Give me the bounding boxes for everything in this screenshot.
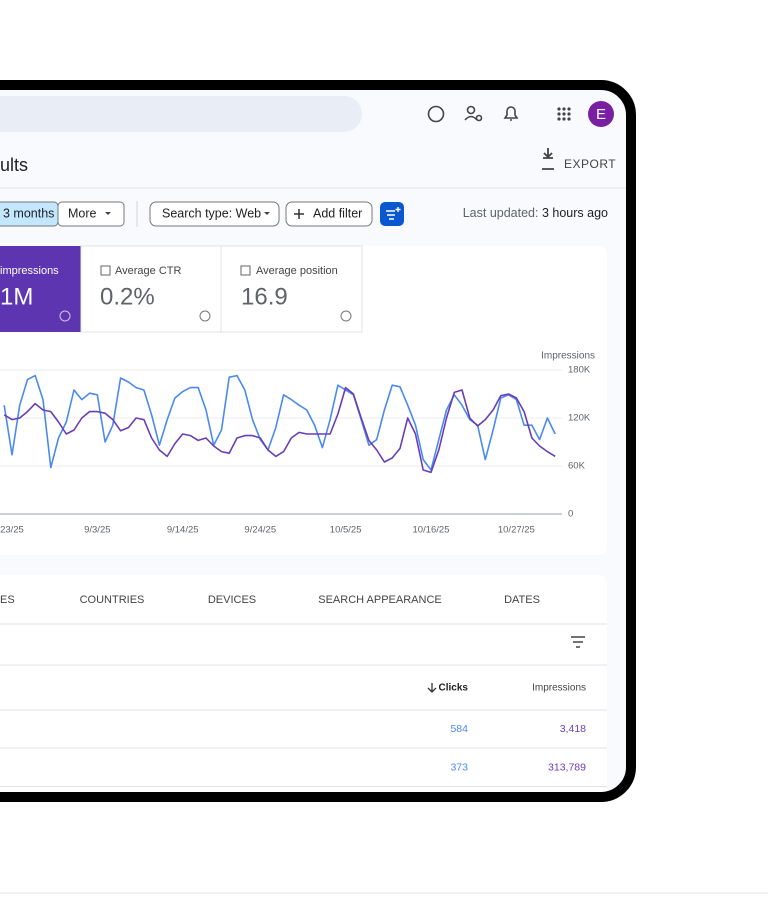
filter-button[interactable] bbox=[380, 202, 404, 226]
dropdown-arrow bbox=[264, 212, 270, 215]
x-tick-label: 9/3/25 bbox=[84, 525, 110, 536]
table-rows: 584 3,418 373 313,789 bbox=[0, 723, 607, 787]
y-tick-label: 120K bbox=[568, 413, 591, 424]
date-chip-label: 3 months bbox=[3, 206, 54, 220]
ctr-card[interactable] bbox=[80, 245, 222, 333]
more-chip[interactable] bbox=[57, 201, 125, 227]
x-tick-label: 9/14/25 bbox=[167, 525, 199, 536]
tab[interactable]: COUNTRIES bbox=[80, 594, 145, 606]
card-value: 1M bbox=[0, 283, 33, 310]
more-chip-label: More bbox=[68, 206, 97, 220]
toolbar-icons bbox=[427, 105, 519, 123]
sort-icon bbox=[427, 683, 437, 693]
cell: 3,418 bbox=[560, 723, 586, 735]
device-frame bbox=[0, 80, 636, 802]
table-filter-icon[interactable] bbox=[571, 636, 585, 648]
add-filter-label: Add filter bbox=[313, 206, 362, 220]
tab[interactable]: ES bbox=[0, 594, 15, 606]
tab[interactable]: SEARCH APPEARANCE bbox=[318, 594, 441, 606]
table-panel bbox=[0, 575, 607, 792]
search-type-chip[interactable] bbox=[149, 201, 280, 227]
card-value: 16.9 bbox=[241, 283, 288, 310]
avatar[interactable] bbox=[588, 101, 614, 127]
dropdown-arrow bbox=[105, 212, 111, 215]
checkbox[interactable] bbox=[240, 265, 251, 276]
series-line bbox=[3, 386, 556, 474]
plus-icon bbox=[294, 209, 304, 219]
app: E ults EXPORT 3 months More Search type:… bbox=[0, 90, 626, 792]
y-axis-label: Impressions bbox=[541, 351, 595, 362]
search-type-label: Search type: Web bbox=[162, 206, 261, 220]
card-label: impressions bbox=[0, 265, 59, 277]
apps-icon[interactable] bbox=[557, 107, 571, 121]
card-label: Average CTR bbox=[115, 265, 181, 277]
account-icon[interactable] bbox=[466, 105, 476, 115]
x-tick-label: 23/25 bbox=[0, 525, 24, 536]
page-title: ults bbox=[0, 155, 28, 175]
impressions-card[interactable] bbox=[0, 246, 81, 332]
tabs: ES COUNTRIES DEVICES SEARCH APPEARANCE DATES bbox=[0, 594, 540, 606]
search-bar[interactable] bbox=[0, 96, 362, 132]
x-tick-label: 10/27/25 bbox=[498, 525, 535, 536]
cell: 313,789 bbox=[548, 761, 586, 773]
last-updated-label: Last updated: bbox=[463, 206, 539, 220]
card-value: 0.2% bbox=[100, 283, 155, 310]
checkbox[interactable] bbox=[100, 265, 111, 276]
y-tick-label: 0 bbox=[568, 509, 573, 520]
column-header[interactable]: Impressions bbox=[532, 683, 586, 694]
bell-icon[interactable] bbox=[503, 106, 519, 121]
help-icon[interactable] bbox=[427, 105, 445, 123]
y-tick-label: 180K bbox=[568, 365, 591, 376]
export-button[interactable]: EXPORT bbox=[564, 157, 616, 171]
column-header[interactable]: Clicks bbox=[439, 683, 469, 694]
avatar-letter: E bbox=[596, 106, 606, 123]
cell: 584 bbox=[450, 723, 468, 735]
last-updated-value: 3 hours ago bbox=[542, 206, 608, 220]
tab[interactable]: DATES bbox=[504, 594, 540, 606]
position-card[interactable] bbox=[220, 245, 363, 333]
add-filter-chip[interactable] bbox=[285, 201, 373, 227]
x-tick-label: 10/16/25 bbox=[413, 525, 450, 536]
tab[interactable]: DEVICES bbox=[208, 594, 256, 606]
last-updated: Last updated: 3 hours ago bbox=[463, 206, 608, 220]
export-icon bbox=[542, 148, 554, 170]
filter-icon bbox=[386, 207, 401, 220]
card-label: Average position bbox=[256, 265, 338, 277]
cell: 373 bbox=[450, 761, 468, 773]
x-tick-label: 10/5/25 bbox=[330, 525, 362, 536]
x-tick-label: 9/24/25 bbox=[244, 525, 276, 536]
chart: 0 60K 120K 180K 23/25 9/3/25 9/14/25 9/24/25 10/… bbox=[0, 365, 591, 536]
series-line bbox=[3, 374, 556, 471]
y-tick-label: 60K bbox=[568, 461, 586, 472]
help-icons bbox=[59, 310, 352, 322]
